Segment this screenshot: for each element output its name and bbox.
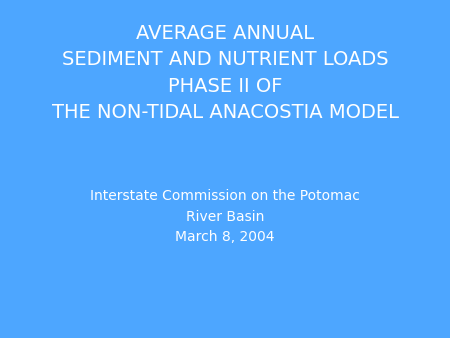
Text: Interstate Commission on the Potomac
River Basin
March 8, 2004: Interstate Commission on the Potomac Riv… bbox=[90, 189, 360, 244]
Text: AVERAGE ANNUAL
SEDIMENT AND NUTRIENT LOADS
PHASE II OF
THE NON-TIDAL ANACOSTIA M: AVERAGE ANNUAL SEDIMENT AND NUTRIENT LOA… bbox=[51, 24, 399, 122]
